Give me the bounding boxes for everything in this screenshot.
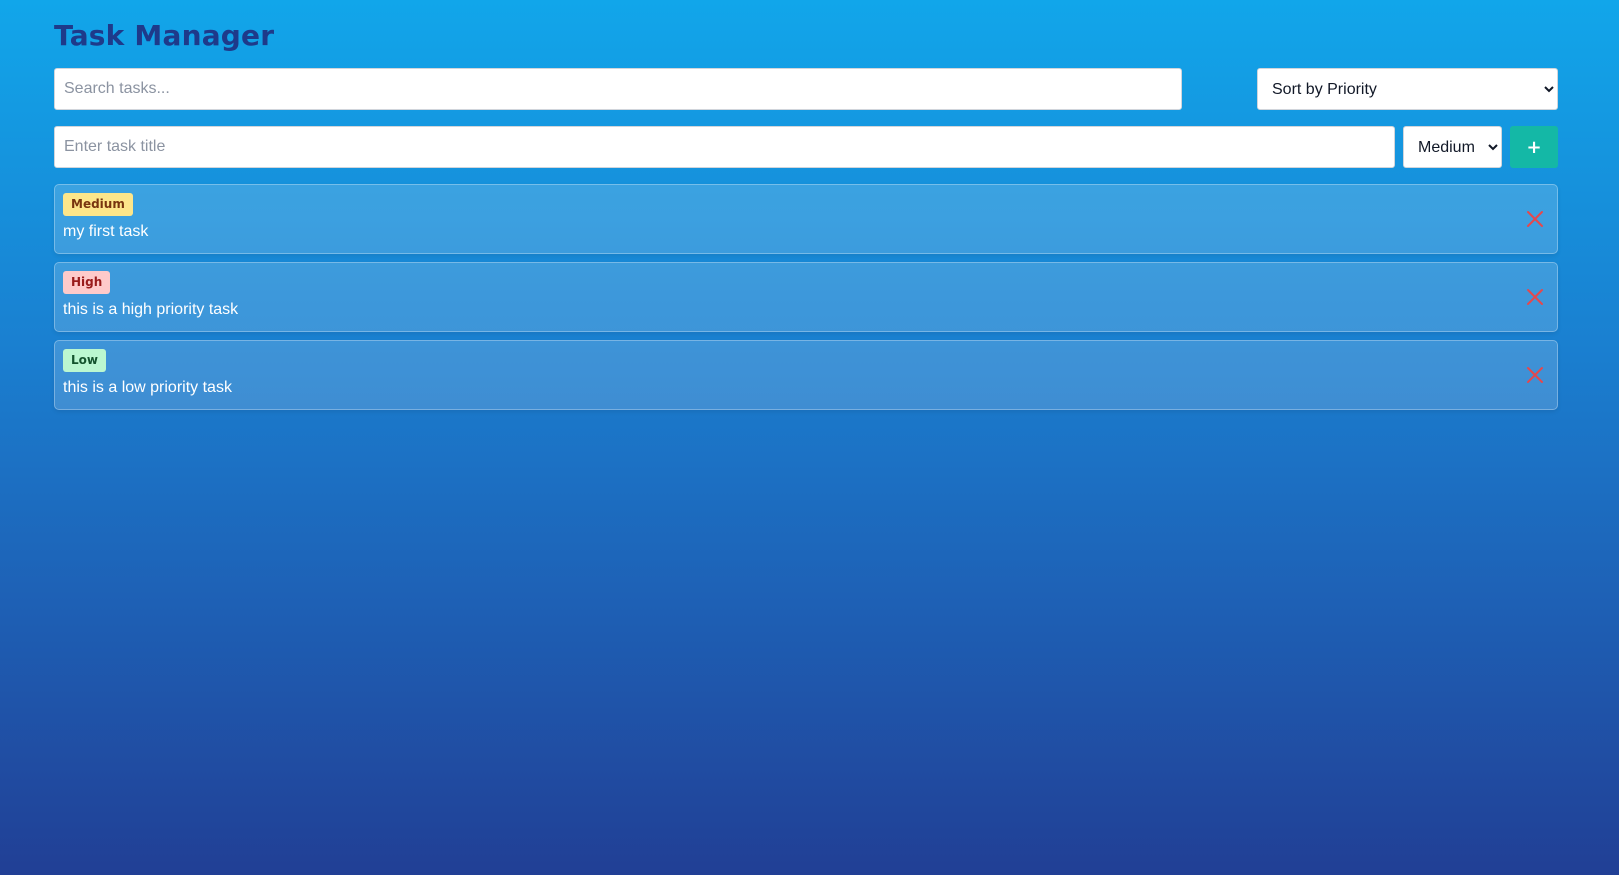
task-manager-app: Task Manager Sort by Priority Medium + M…: [54, 0, 1558, 418]
priority-badge: Low: [63, 349, 106, 372]
task-title: my first task: [63, 223, 149, 240]
task-list: Medium my first task High this is a high…: [54, 184, 1558, 410]
add-task-button[interactable]: +: [1510, 126, 1558, 168]
priority-badge: Medium: [63, 193, 133, 216]
search-input[interactable]: [54, 68, 1182, 110]
task-title: this is a high priority task: [63, 301, 239, 318]
task-title: this is a low priority task: [63, 379, 232, 396]
delete-task-button[interactable]: [1523, 207, 1547, 231]
add-task-row: Medium +: [54, 126, 1558, 168]
close-icon: [1527, 289, 1543, 305]
close-icon: [1527, 367, 1543, 383]
delete-task-button[interactable]: [1523, 363, 1547, 387]
close-icon: [1527, 211, 1543, 227]
sort-select[interactable]: Sort by Priority: [1257, 68, 1558, 110]
priority-select[interactable]: Medium: [1403, 126, 1502, 168]
page-title: Task Manager: [54, 19, 275, 52]
task-item: Medium my first task: [54, 184, 1558, 254]
task-title-input[interactable]: [54, 126, 1395, 168]
search-row: Sort by Priority: [54, 68, 1558, 110]
delete-task-button[interactable]: [1523, 285, 1547, 309]
task-item: High this is a high priority task: [54, 262, 1558, 332]
priority-badge: High: [63, 271, 111, 294]
task-item: Low this is a low priority task: [54, 340, 1558, 410]
